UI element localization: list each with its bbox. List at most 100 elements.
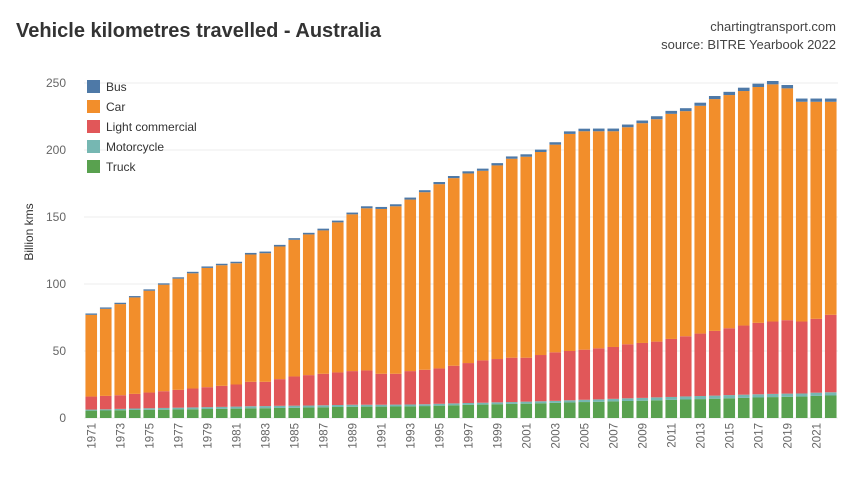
- bar-car-1991: [375, 208, 388, 374]
- bar-bus-1982: [244, 252, 257, 255]
- source-note: chartingtransport.com source: BITRE Year…: [661, 18, 836, 54]
- bar-truck-2013: [694, 399, 707, 418]
- bar-motorcycle-1995: [433, 403, 446, 406]
- bar-truck-1985: [288, 407, 301, 418]
- bar-light-commercial-1993: [404, 371, 417, 405]
- y-tick-label: 250: [46, 76, 66, 90]
- x-tick-label: 1985: [289, 423, 301, 449]
- bar-truck-2014: [708, 398, 721, 418]
- bar-truck-1988: [331, 407, 344, 418]
- bar-car-1978: [186, 273, 199, 389]
- bar-car-1980: [215, 265, 228, 386]
- bar-motorcycle-1977: [172, 407, 185, 410]
- bar-light-commercial-2005: [578, 349, 591, 400]
- bar-truck-1990: [360, 406, 373, 418]
- bar-car-1986: [302, 234, 315, 376]
- bar-bus-2017: [752, 83, 765, 88]
- bar-light-commercial-1983: [259, 381, 272, 407]
- bar-light-commercial-2018: [766, 321, 779, 394]
- bar-car-1993: [404, 199, 417, 372]
- bar-light-commercial-2006: [592, 348, 605, 400]
- bar-light-commercial-1973: [114, 395, 127, 409]
- bar-bus-1977: [172, 277, 185, 279]
- bar-car-2004: [563, 133, 576, 351]
- y-tick-label: 0: [59, 411, 66, 425]
- bar-car-1981: [230, 263, 243, 385]
- bar-truck-2001: [520, 403, 533, 418]
- bar-bus-2013: [694, 102, 707, 106]
- bar-motorcycle-2017: [752, 394, 765, 398]
- x-tick-label: 2001: [521, 423, 533, 449]
- bar-car-1971: [85, 314, 98, 397]
- bar-motorcycle-1988: [331, 405, 344, 408]
- bar-truck-2012: [679, 399, 692, 418]
- bar-motorcycle-2006: [592, 399, 605, 402]
- x-tick-label: 2019: [782, 423, 794, 449]
- bar-motorcycle-2016: [737, 394, 750, 398]
- bar-bus-2000: [505, 156, 518, 159]
- bar-car-1974: [128, 297, 141, 394]
- bar-motorcycle-2011: [665, 396, 678, 400]
- bar-motorcycle-1986: [302, 405, 315, 408]
- bar-truck-2018: [766, 397, 779, 418]
- bar-light-commercial-1982: [244, 381, 257, 407]
- bar-light-commercial-2017: [752, 322, 765, 395]
- legend-swatch-car: [87, 100, 100, 113]
- bar-light-commercial-1999: [491, 359, 504, 403]
- bar-motorcycle-2014: [708, 395, 721, 399]
- bar-truck-2009: [636, 400, 649, 418]
- bar-bus-1978: [186, 271, 199, 274]
- bar-car-2000: [505, 158, 518, 358]
- bar-light-commercial-1978: [186, 388, 199, 408]
- bar-truck-2020: [795, 396, 808, 418]
- bar-motorcycle-2021: [810, 392, 823, 396]
- x-tick-label: 2021: [811, 423, 823, 449]
- bar-car-1998: [476, 170, 489, 361]
- bar-motorcycle-1990: [360, 404, 373, 407]
- bar-light-commercial-2019: [781, 320, 794, 394]
- x-tick-label: 1991: [376, 423, 388, 449]
- bar-car-1984: [273, 246, 286, 380]
- bar-motorcycle-1998: [476, 402, 489, 405]
- legend-swatch-light-commercial: [87, 120, 100, 133]
- bar-car-2020: [795, 101, 808, 322]
- bar-motorcycle-2000: [505, 402, 518, 404]
- bar-car-2006: [592, 131, 605, 349]
- bar-truck-1987: [317, 407, 330, 418]
- bar-light-commercial-1990: [360, 370, 373, 405]
- legend-label: Car: [106, 100, 125, 114]
- y-tick-label: 50: [53, 344, 67, 358]
- bar-light-commercial-2010: [650, 341, 663, 398]
- bar-truck-2019: [781, 396, 794, 418]
- bar-truck-1992: [389, 406, 402, 418]
- x-tick-label: 1981: [231, 423, 243, 449]
- bar-light-commercial-2015: [723, 328, 736, 396]
- bar-light-commercial-2007: [607, 346, 620, 399]
- bar-truck-1986: [302, 407, 315, 418]
- bar-truck-1982: [244, 408, 257, 418]
- bar-motorcycle-1997: [462, 402, 475, 405]
- bar-car-2008: [621, 127, 634, 345]
- bar-truck-1977: [172, 409, 185, 418]
- bar-motorcycle-2019: [781, 393, 794, 397]
- bar-car-2012: [679, 111, 692, 337]
- bar-bus-1972: [99, 307, 112, 309]
- bar-bus-2002: [534, 149, 547, 153]
- bar-motorcycle-2013: [694, 396, 707, 400]
- bar-bus-1976: [157, 283, 170, 285]
- bar-bus-2010: [650, 116, 663, 120]
- bar-motorcycle-1976: [157, 407, 170, 410]
- bar-bus-1995: [433, 182, 446, 185]
- bar-motorcycle-2008: [621, 398, 634, 401]
- bar-bus-1993: [404, 197, 417, 200]
- legend-label: Bus: [106, 80, 127, 94]
- legend-label: Light commercial: [106, 120, 197, 134]
- bar-car-2002: [534, 152, 547, 356]
- bar-motorcycle-1979: [201, 407, 214, 410]
- bar-bus-1980: [215, 263, 228, 266]
- source-citation: source: BITRE Yearbook 2022: [661, 37, 836, 52]
- bar-bus-1989: [346, 212, 359, 215]
- y-tick-label: 150: [46, 210, 66, 224]
- bar-car-1990: [360, 208, 373, 371]
- bar-light-commercial-1976: [157, 391, 170, 408]
